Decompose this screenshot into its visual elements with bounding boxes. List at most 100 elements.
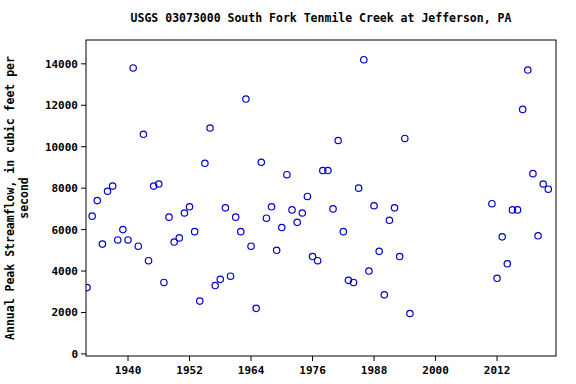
point [273,247,279,253]
point [197,298,203,304]
point [232,214,238,220]
point [166,214,172,220]
point [268,204,274,210]
plot-frame [86,40,556,356]
point [120,226,126,232]
point [504,261,510,267]
y-tick [81,146,86,147]
y-axis-label: Annual Peak Streamflow, in cubic feet pe… [3,56,31,340]
x-tick-label: 2000 [422,364,449,377]
y-tick-label: 12000 [45,99,78,112]
point [279,224,285,230]
y-tick [81,229,86,230]
chart: USGS 03073000 South Fork Tenmile Creek a… [0,0,576,384]
point [366,268,372,274]
point [294,219,300,225]
point [238,228,244,234]
x-tick [435,356,436,361]
points [86,56,552,316]
point [525,67,531,73]
point [330,206,336,212]
x-tick-label: 1988 [361,364,388,377]
point [289,207,295,213]
y-axis-label-line: second [17,177,31,219]
y-tick-label: 10000 [45,141,78,154]
x-tick [251,356,252,361]
point [181,210,187,216]
point [227,273,233,279]
point [156,181,162,187]
y-tick [81,63,86,64]
point [391,205,397,211]
y-tick [81,271,86,272]
y-tick [81,312,86,313]
point [340,228,346,234]
point [396,253,402,259]
point [304,193,310,199]
point [314,257,320,263]
point [212,282,218,288]
point [325,167,331,173]
point [99,241,105,247]
point [545,186,551,192]
y-tick-label: 14000 [45,58,78,71]
y-tick [81,105,86,106]
point [89,213,95,219]
point [499,234,505,240]
x-tick [189,356,190,361]
point [258,159,264,165]
point [299,210,305,216]
point [361,56,367,62]
x-tick [312,356,313,361]
point [135,243,141,249]
point [350,279,356,285]
point [125,237,131,243]
point [248,243,254,249]
point [176,235,182,241]
point [104,188,110,194]
point [381,292,387,298]
point [355,185,361,191]
point [530,170,536,176]
point [86,284,90,290]
point [243,96,249,102]
x-tick-label: 1976 [299,364,326,377]
y-tick-label: 6000 [52,224,79,237]
point [407,310,413,316]
point [222,205,228,211]
x-tick-label: 1940 [115,364,142,377]
y-axis-label-line: Annual Peak Streamflow, in cubic feet pe… [3,56,17,340]
point [402,135,408,141]
point [109,183,115,189]
point [94,197,100,203]
point [519,106,525,112]
y-tick-label: 4000 [52,265,79,278]
point [540,181,546,187]
y-tick [81,188,86,189]
point [284,171,290,177]
x-tick-label: 1964 [238,364,265,377]
y-tick-label: 8000 [52,182,79,195]
point [130,65,136,71]
point [115,237,121,243]
point [140,131,146,137]
x-tick [374,356,375,361]
point [263,215,269,221]
y-tick [81,353,86,354]
point [535,233,541,239]
point [386,217,392,223]
point [191,228,197,234]
point [186,204,192,210]
x-tick [128,356,129,361]
point [217,276,223,282]
point [253,305,259,311]
y-tick-label: 2000 [52,306,79,319]
title: USGS 03073000 South Fork Tenmile Creek a… [131,11,512,25]
point [207,125,213,131]
point [489,200,495,206]
point [371,203,377,209]
point [161,279,167,285]
y-tick-label: 0 [71,348,78,361]
point [376,248,382,254]
point [335,137,341,143]
